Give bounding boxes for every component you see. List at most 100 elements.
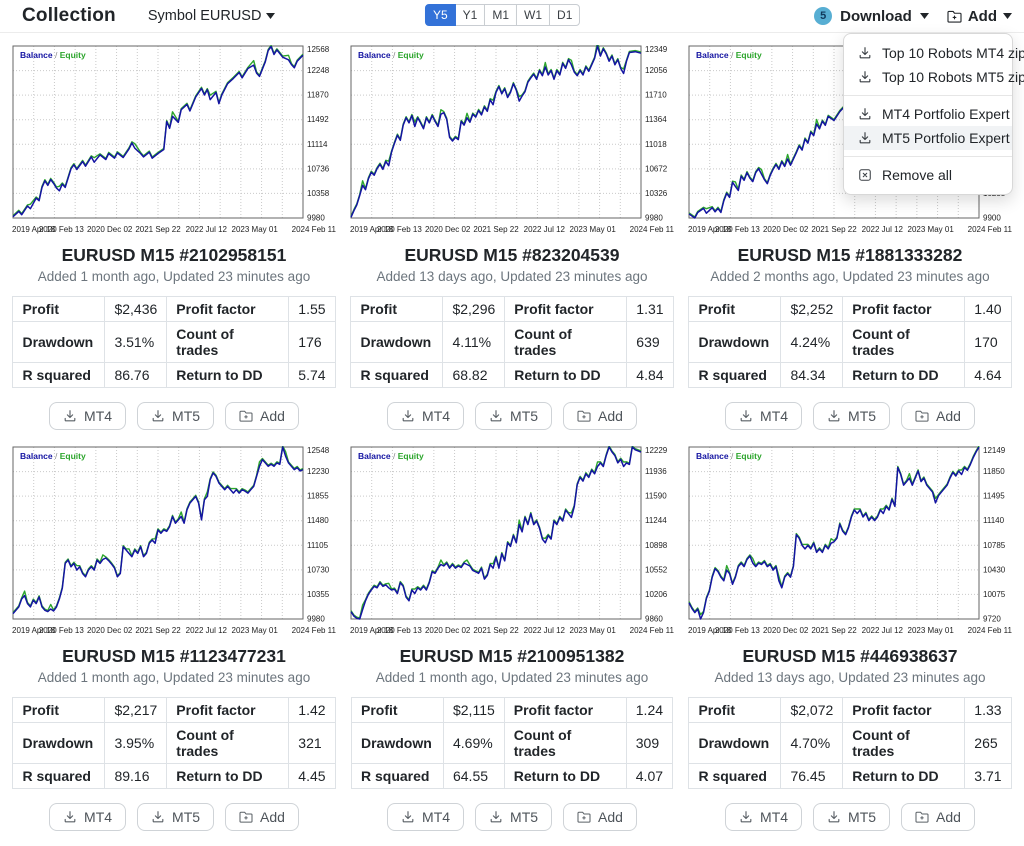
add-button[interactable]: Add (563, 402, 637, 430)
svg-text:2020 Feb 13: 2020 Feb 13 (39, 626, 84, 635)
folder-plus-icon (915, 410, 929, 422)
robot-card: Balance / Equity 12548 12230 11855 11480 1110… (6, 446, 342, 831)
svg-text:Balance / Equity: Balance / Equity (20, 451, 86, 461)
add-button[interactable]: Add (225, 803, 299, 831)
stat-label: Return to DD (842, 362, 966, 388)
menu-divider (844, 156, 1012, 157)
svg-text:10430: 10430 (983, 565, 1006, 574)
mt5-button[interactable]: MT5 (475, 402, 553, 430)
svg-text:9860: 9860 (645, 615, 663, 624)
card-buttons: MT4 MT5 Add (387, 402, 637, 430)
add-button[interactable]: Add (901, 803, 975, 831)
download-dropdown-toggle[interactable]: 5 Download (814, 7, 929, 25)
svg-text:11855: 11855 (307, 492, 329, 501)
button-label: MT4 (84, 408, 113, 424)
timeframe-button-d1[interactable]: D1 (549, 4, 581, 26)
mt4-button[interactable]: MT4 (725, 803, 803, 831)
button-label: MT4 (422, 809, 451, 825)
balance-equity-chart: Balance / Equity 12149 11850 11495 11140 1078… (688, 446, 1012, 636)
timeframe-button-y1[interactable]: Y1 (454, 4, 486, 26)
timeframe-button-m1[interactable]: M1 (484, 4, 518, 26)
mt4-button[interactable]: MT4 (387, 402, 465, 430)
mt5-button[interactable]: MT5 (137, 803, 215, 831)
stats-row: R squared 89.16 Return to DD 4.45 (12, 763, 336, 789)
svg-text:2024 Feb 11: 2024 Feb 11 (630, 626, 674, 635)
menu-item-mt4-portfolio-expert[interactable]: MT4 Portfolio Expert (844, 102, 1012, 126)
stats-row: Profit $2,296 Profit factor 1.31 (350, 296, 674, 322)
stat-label: Drawdown (350, 722, 444, 764)
add-button[interactable]: Add (901, 402, 975, 430)
stat-value: 86.76 (104, 362, 168, 388)
menu-item-top-10-robots-mt5-zip[interactable]: Top 10 Robots MT5 zip (844, 65, 1024, 89)
mt5-button[interactable]: MT5 (475, 803, 553, 831)
folder-plus-icon (239, 811, 253, 823)
card-buttons: MT4 MT5 Add (725, 402, 975, 430)
folder-plus-icon (577, 811, 591, 823)
svg-text:2019 Apr 18: 2019 Apr 18 (350, 626, 394, 635)
stats-table: Profit $2,115 Profit factor 1.24 Drawdow… (350, 697, 674, 789)
symbol-dropdown[interactable]: Symbol EURUSD (148, 8, 276, 24)
svg-text:9900: 9900 (983, 214, 1001, 223)
stat-label: Profit (350, 296, 444, 322)
add-button[interactable]: Add (563, 803, 637, 831)
mt5-button[interactable]: MT5 (137, 402, 215, 430)
robot-card: Balance / Equity 12229 11936 11590 11244 1089… (344, 446, 680, 831)
svg-text:2020 Feb 13: 2020 Feb 13 (377, 225, 422, 234)
button-label: MT4 (760, 408, 789, 424)
stat-value: 76.45 (780, 763, 844, 789)
robot-card: Balance / Equity 12568 12248 11870 11492 1111… (6, 45, 342, 430)
stats-row: Drawdown 4.70% Count of trades 265 (688, 722, 1012, 764)
svg-text:2020 Dec 02: 2020 Dec 02 (763, 225, 809, 234)
svg-text:2019 Apr 18: 2019 Apr 18 (688, 626, 732, 635)
chevron-down-icon (266, 13, 276, 19)
stat-label: Profit factor (842, 697, 966, 723)
svg-text:2023 May 01: 2023 May 01 (908, 626, 955, 635)
add-button[interactable]: Add (225, 402, 299, 430)
timeframe-button-y5[interactable]: Y5 (424, 4, 456, 26)
svg-text:2020 Feb 13: 2020 Feb 13 (39, 225, 84, 234)
robot-subtitle: Added 1 month ago, Updated 23 minutes ag… (37, 269, 311, 284)
svg-text:10206: 10206 (645, 590, 668, 599)
menu-item-mt5-portfolio-expert[interactable]: MT5 Portfolio Expert (844, 126, 1012, 150)
mt4-button[interactable]: MT4 (725, 402, 803, 430)
svg-text:10785: 10785 (983, 541, 1006, 550)
stat-label: Return to DD (503, 763, 627, 789)
button-label: Add (936, 408, 961, 424)
mt4-button[interactable]: MT4 (387, 803, 465, 831)
stat-value: $2,252 (780, 296, 844, 322)
svg-text:2024 Feb 11: 2024 Feb 11 (968, 626, 1012, 635)
svg-text:11480: 11480 (307, 516, 329, 525)
stat-value: 3.51% (104, 321, 168, 363)
stat-label: R squared (12, 362, 106, 388)
mt5-button[interactable]: MT5 (813, 402, 891, 430)
menu-item-top-10-robots-mt4-zip[interactable]: Top 10 Robots MT4 zip (844, 41, 1024, 65)
svg-text:2020 Dec 02: 2020 Dec 02 (425, 225, 471, 234)
stat-value: 170 (964, 321, 1012, 363)
svg-text:2023 May 01: 2023 May 01 (232, 225, 279, 234)
add-dropdown-toggle[interactable]: Add (947, 8, 1012, 25)
chevron-down-icon (919, 13, 929, 19)
download-icon (490, 811, 502, 823)
card-buttons: MT4 MT5 Add (387, 803, 637, 831)
stat-label: R squared (350, 763, 444, 789)
stats-table: Profit $2,296 Profit factor 1.31 Drawdow… (350, 296, 674, 388)
menu-item-remove-all[interactable]: Remove all (844, 163, 1012, 187)
mt5-button[interactable]: MT5 (813, 803, 891, 831)
robot-title: EURUSD M15 #2102958151 (61, 245, 287, 265)
svg-text:2021 Sep 22: 2021 Sep 22 (811, 225, 857, 234)
timeframe-button-w1[interactable]: W1 (516, 4, 551, 26)
stat-label: Count of trades (166, 321, 290, 363)
download-icon (64, 811, 76, 823)
balance-equity-chart: Balance / Equity 12349 12056 11710 11364 1101… (350, 45, 674, 235)
stat-value: 4.84 (626, 362, 674, 388)
stat-label: R squared (12, 763, 106, 789)
robot-subtitle: Added 13 days ago, Updated 23 minutes ag… (714, 670, 986, 685)
download-icon (828, 811, 840, 823)
button-label: Add (598, 408, 623, 424)
mt4-button[interactable]: MT4 (49, 803, 127, 831)
stat-value: 4.69% (442, 722, 505, 764)
svg-text:2020 Dec 02: 2020 Dec 02 (87, 225, 133, 234)
download-icon (64, 410, 76, 422)
robot-title: EURUSD M15 #823204539 (404, 245, 620, 265)
mt4-button[interactable]: MT4 (49, 402, 127, 430)
